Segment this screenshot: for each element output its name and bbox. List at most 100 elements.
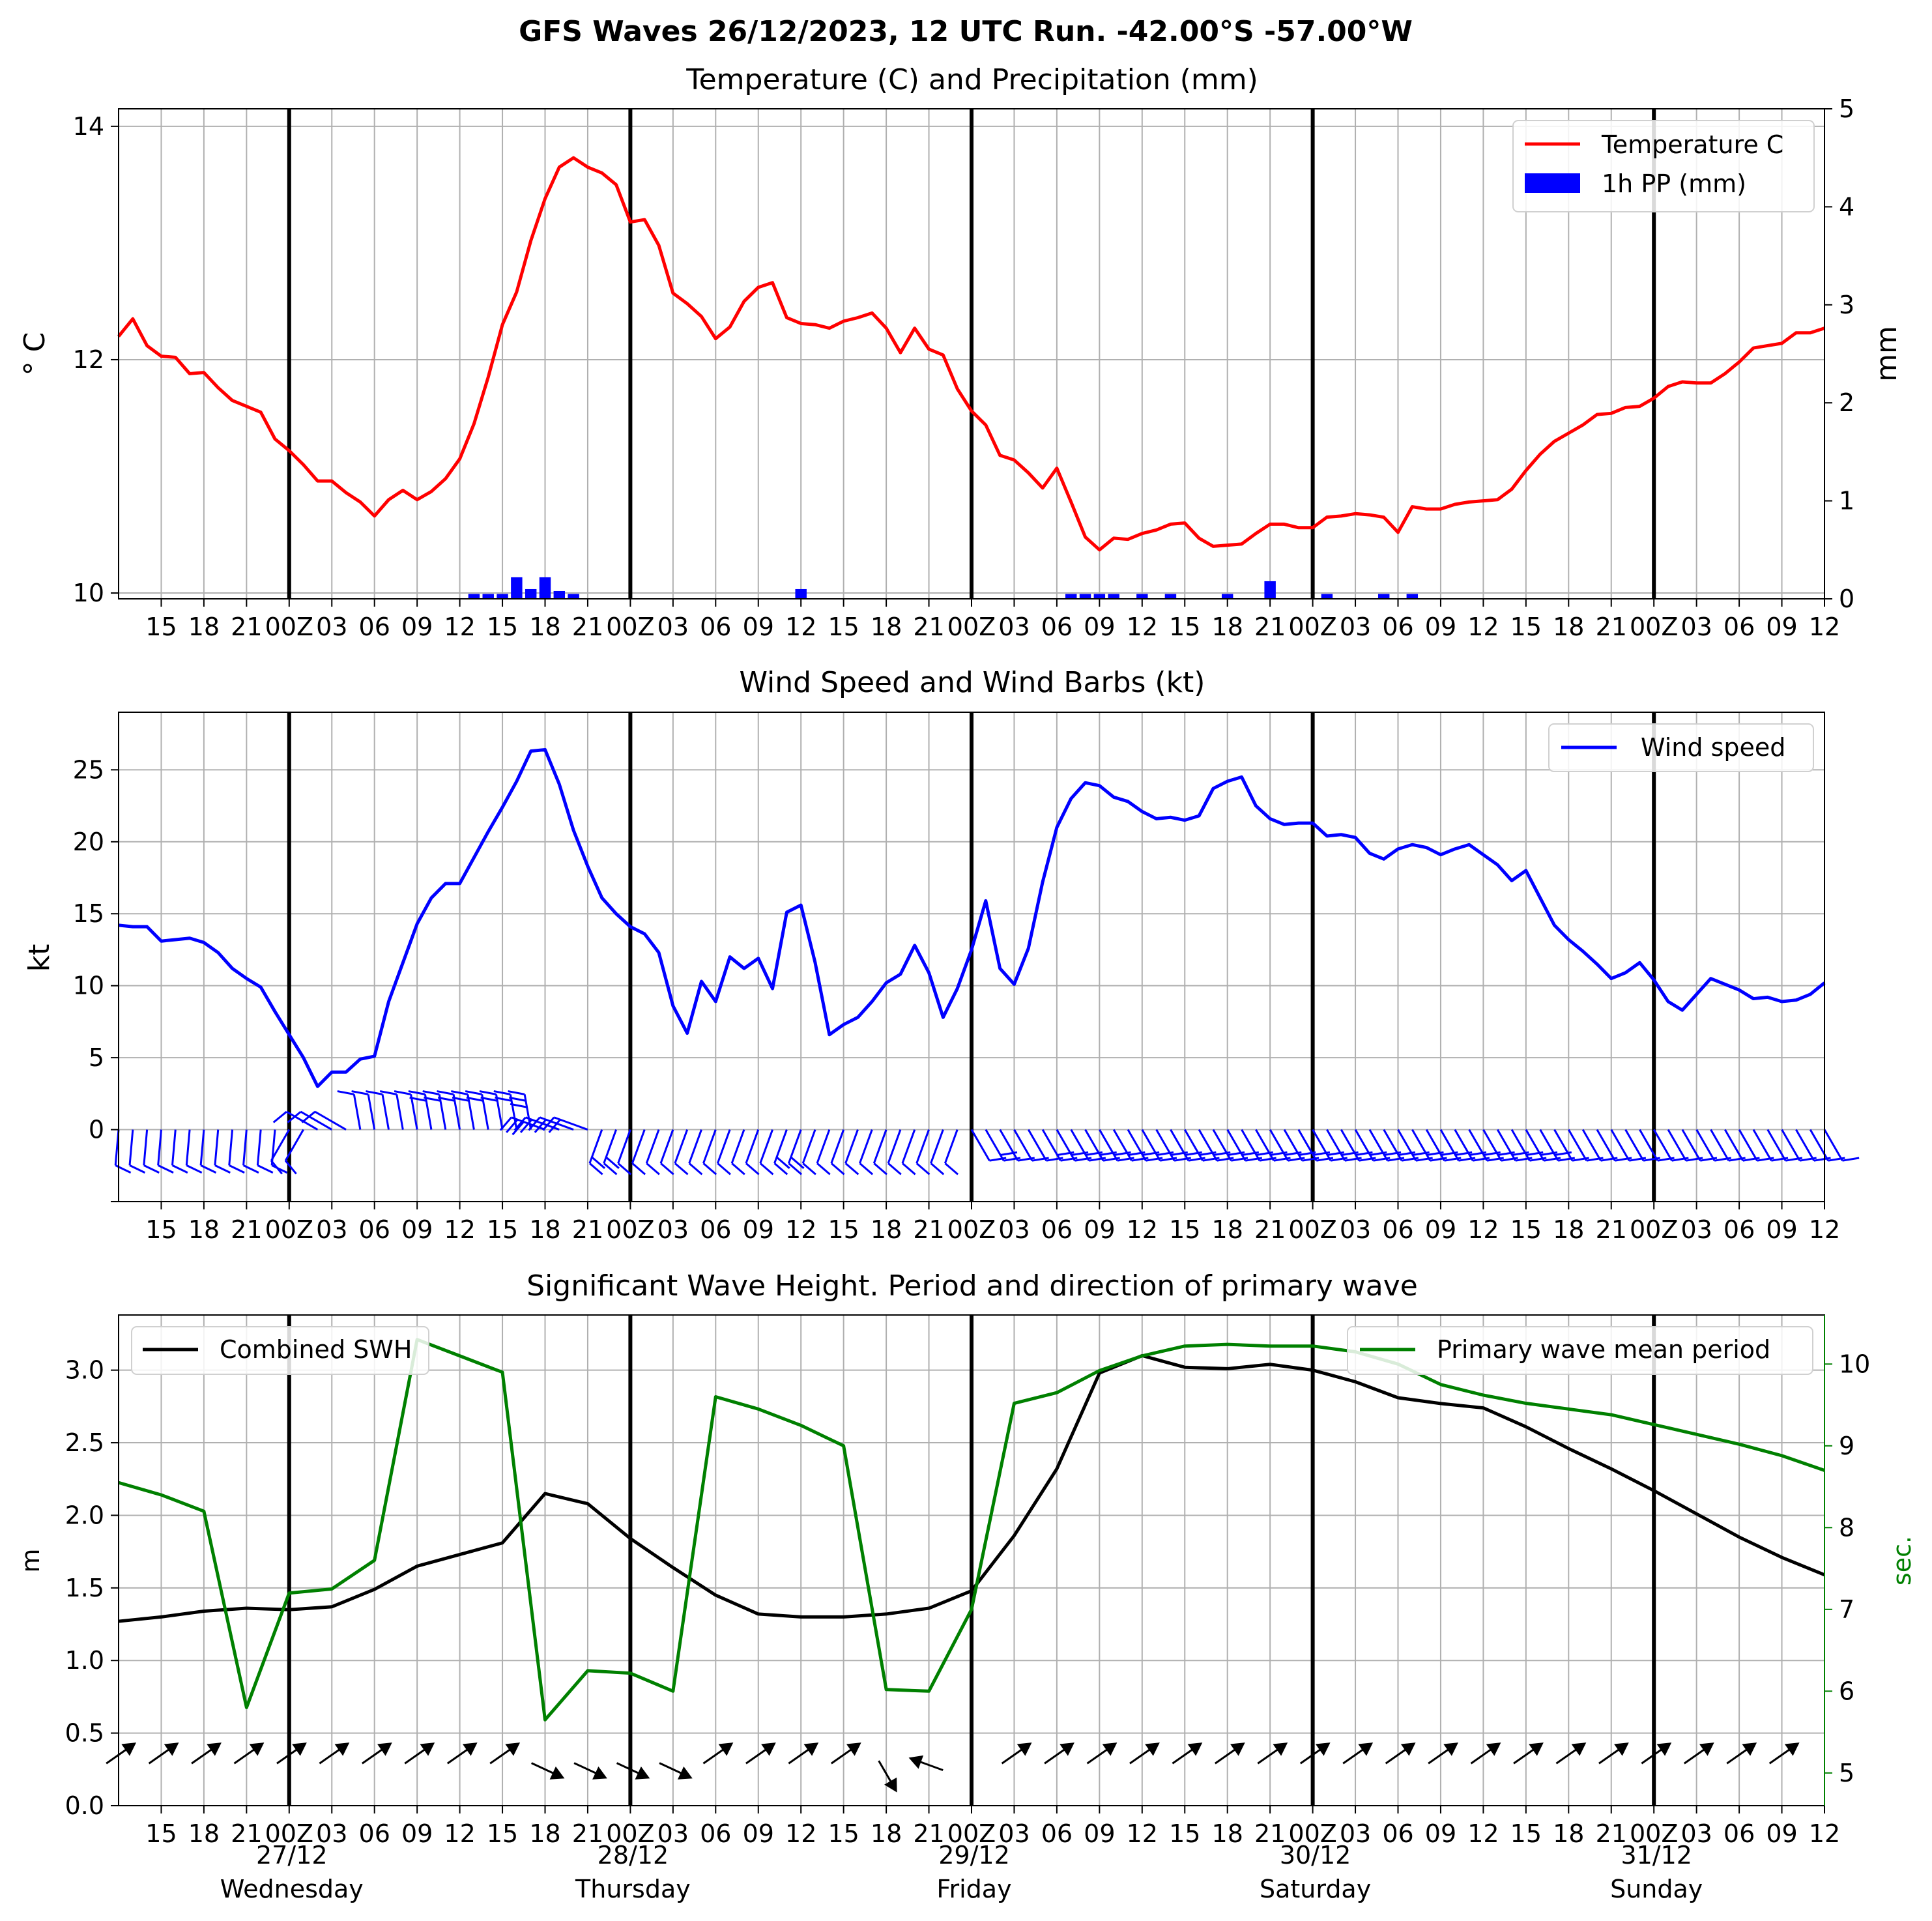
panel2-x-ticks: 15 18 21 00Z 03 06 09 12 15 18 21 00Z 03 06 09 12 15 18 21… — [145, 1202, 1840, 1244]
precip-bar — [1221, 594, 1233, 599]
x-tick-label: 18 — [871, 1819, 902, 1848]
wind-barb — [242, 1129, 248, 1166]
wind-barb — [1652, 1129, 1673, 1161]
wind-barb — [381, 1094, 390, 1130]
wind-barb-feather — [674, 1163, 689, 1176]
wave-arrow-head — [164, 1742, 179, 1756]
wind-barb-feather — [790, 1156, 805, 1169]
legend-swh: Combined SWH — [220, 1335, 412, 1364]
wind-barb — [1368, 1129, 1389, 1161]
wind-barb — [1041, 1129, 1061, 1161]
wind-barb-feather — [603, 1163, 618, 1176]
y2-tick-label: 9 — [1839, 1432, 1854, 1460]
day-date-label: 29/12 — [938, 1841, 1010, 1870]
precip-bar — [468, 594, 480, 599]
wind-barb-feather — [513, 1116, 526, 1131]
wind-barb — [143, 1129, 149, 1166]
x-tick-label: 12 — [1467, 613, 1499, 641]
wind-barb — [1397, 1129, 1417, 1161]
x-tick-label: 18 — [871, 1215, 902, 1244]
panel3-x-ticks: 15 18 21 00Z 03 06 09 12 15 18 21 00Z 03 06 09 12 15 18 21… — [145, 1806, 1840, 1848]
wind-barb-feather — [143, 1164, 160, 1174]
wind-barb — [1738, 1129, 1758, 1161]
panel3-legend-left: Combined SWH — [131, 1326, 429, 1375]
x-tick-label: 03 — [316, 1819, 347, 1848]
precip-bar — [1093, 594, 1106, 599]
wave-arrow-head — [1145, 1742, 1160, 1756]
x-tick-label: 03 — [657, 613, 689, 641]
wave-arrow-head — [1273, 1742, 1288, 1756]
wind-barb-feather — [631, 1163, 646, 1176]
wind-barb — [688, 1129, 702, 1164]
x-tick-label: 15 — [1169, 1819, 1200, 1848]
wind-barb — [1723, 1129, 1744, 1161]
x-tick-label: 00Z — [947, 1819, 996, 1848]
day-name-label: Wednesday — [220, 1875, 364, 1903]
wind-barb-feather — [301, 1110, 316, 1123]
precip-bar — [497, 594, 508, 599]
wind-barb-feather — [257, 1164, 274, 1174]
wave-arrow-head — [377, 1742, 392, 1756]
x-tick-label: 00Z — [1288, 1819, 1336, 1848]
wind-barb-feather — [200, 1164, 217, 1174]
x-tick-label: 15 — [828, 1819, 859, 1848]
wind-barb — [659, 1129, 674, 1164]
x-tick-label: 18 — [1553, 613, 1584, 641]
x-tick-label: 03 — [1340, 1215, 1371, 1244]
wind-barb — [916, 1129, 930, 1164]
x-tick-label: 00Z — [1288, 613, 1336, 641]
x-tick-label: 12 — [1467, 1819, 1499, 1848]
wind-barb — [1170, 1129, 1190, 1161]
wind-barb — [1326, 1129, 1346, 1161]
wave-arrow-head — [1614, 1742, 1629, 1756]
wave-arrow-head — [1060, 1742, 1074, 1756]
wind-barb-feather — [548, 1119, 561, 1133]
wind-barb — [1681, 1129, 1701, 1161]
wind-barb-feather — [270, 1160, 283, 1175]
wind-barb-feather — [186, 1164, 203, 1174]
x-tick-label: 00Z — [606, 613, 654, 641]
suptitle: GFS Waves 26/12/2023, 12 UTC Run. -42.00… — [519, 15, 1413, 48]
x-tick-label: 12 — [1127, 1819, 1158, 1848]
day-name-label: Thursday — [575, 1875, 691, 1903]
panel3-ylabel: m — [16, 1548, 45, 1572]
wind-barb — [1553, 1129, 1574, 1161]
wind-barb — [410, 1094, 418, 1130]
wind-barb-feather — [844, 1163, 859, 1176]
wind-barb-feather — [272, 1110, 287, 1123]
wind-barb-feather — [859, 1163, 874, 1176]
wind-barb — [128, 1129, 134, 1166]
wind-barb — [1468, 1129, 1488, 1161]
wind-barb-feather — [158, 1164, 174, 1174]
wind-barb-feather — [816, 1163, 831, 1176]
wind-barb — [1425, 1129, 1445, 1161]
wind-barb — [1795, 1129, 1815, 1161]
wind-barb-feather — [944, 1163, 959, 1176]
wave-arrow-head — [677, 1766, 693, 1780]
y-tick-label: 14 — [73, 112, 104, 141]
wind-barb — [353, 1094, 362, 1130]
y-tick-label: 0.0 — [65, 1791, 104, 1820]
wave-arrow-head — [420, 1742, 435, 1756]
wind-barb — [588, 1129, 603, 1164]
panel1-y2label: mm — [1870, 326, 1903, 382]
wind-barb — [1070, 1129, 1090, 1161]
legend-wind: Wind speed — [1641, 733, 1785, 762]
wind-barb-feather — [731, 1163, 745, 1176]
day-name-label: Sunday — [1610, 1875, 1703, 1903]
wind-barb — [1099, 1129, 1119, 1161]
wind-barb-feather — [542, 1116, 555, 1131]
wind-barb-feather — [773, 1163, 788, 1176]
x-tick-label: 06 — [1723, 613, 1755, 641]
x-tick-label: 03 — [1680, 1819, 1712, 1848]
x-tick-label: 21 — [572, 1819, 603, 1848]
wind-barb — [1710, 1129, 1730, 1161]
wave-panel: Significant Wave Height. Period and dire… — [16, 1269, 1916, 1903]
wind-barb-feather — [242, 1164, 259, 1174]
legend-temperature: Temperature C — [1601, 130, 1783, 159]
x-tick-label: 21 — [1596, 1215, 1627, 1244]
x-tick-label: 12 — [1127, 613, 1158, 641]
x-tick-label: 18 — [1212, 613, 1243, 641]
x-tick-label: 09 — [1425, 613, 1456, 641]
panel3-title: Significant Wave Height. Period and dire… — [526, 1269, 1418, 1303]
